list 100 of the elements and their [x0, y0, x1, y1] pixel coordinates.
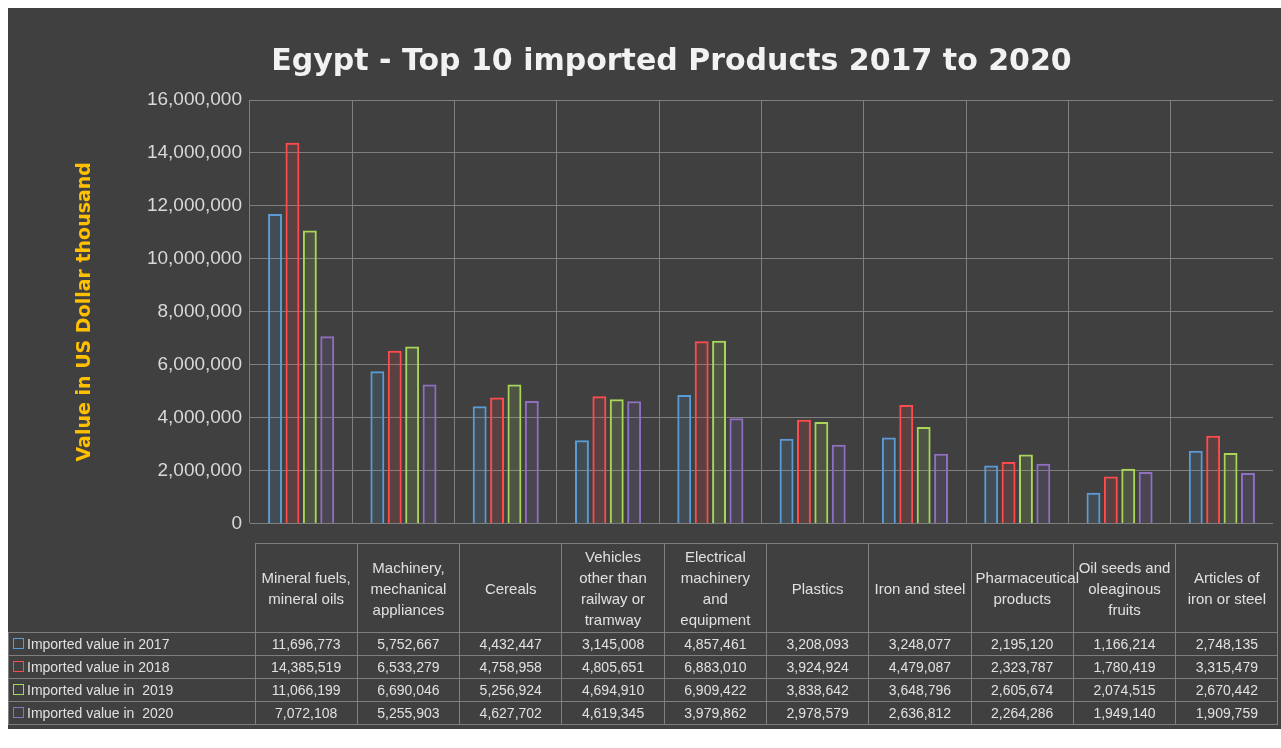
bar	[916, 427, 931, 524]
data-label: 3,208,093	[766, 632, 869, 656]
x-tick-label: Machinery, mechanical appliances	[357, 543, 460, 633]
data-label: 5,752,667	[357, 632, 460, 656]
data-label: 4,627,702	[459, 701, 562, 725]
data-label: 2,670,442	[1175, 678, 1278, 702]
bar	[268, 213, 283, 524]
bar	[797, 419, 811, 524]
y-tick-label: 0	[231, 511, 242, 533]
bar	[627, 401, 642, 524]
y-tick-label: 4,000,000	[157, 405, 242, 427]
data-label: 3,838,642	[766, 678, 869, 702]
bar	[472, 406, 487, 524]
data-label: 11,066,199	[255, 678, 358, 702]
bar	[387, 350, 402, 524]
bar	[370, 371, 385, 524]
x-tick-label: Cereals	[459, 543, 562, 633]
data-label: 7,072,108	[255, 701, 358, 725]
bar	[934, 453, 948, 524]
legend-label: Imported value in 2018	[27, 659, 170, 675]
data-label: 1,166,214	[1073, 632, 1176, 656]
y-tick-label: 14,000,000	[146, 141, 242, 163]
legend-label: Imported value in 2019	[27, 682, 174, 698]
legend-label: Imported value in 2020	[27, 705, 174, 721]
data-label: 3,248,077	[868, 632, 972, 656]
bar	[302, 230, 317, 524]
y-tick-label: 2,000,000	[157, 458, 242, 480]
y-tick-label: 8,000,000	[157, 300, 242, 322]
bar	[1206, 435, 1221, 524]
data-label: 5,255,903	[357, 701, 460, 725]
bar	[712, 340, 726, 524]
y-axis-title: Value in US Dollar thousand	[72, 162, 95, 462]
y-tick-label: 6,000,000	[157, 352, 242, 374]
bar	[1223, 452, 1238, 524]
data-label: 2,074,515	[1073, 678, 1176, 702]
data-label: 6,690,046	[357, 678, 460, 702]
data-label: 5,256,924	[459, 678, 562, 702]
data-label: 1,780,419	[1073, 655, 1176, 679]
y-tick-label: 12,000,000	[146, 194, 242, 216]
bar	[1001, 462, 1016, 524]
data-label: 2,264,286	[971, 701, 1074, 725]
bar	[524, 401, 539, 524]
data-label: 3,648,796	[868, 678, 972, 702]
bar	[1103, 476, 1118, 524]
x-tick-label: Pharmaceutical products	[974, 568, 1079, 609]
x-tick-label: Mineral fuels, mineral oils	[255, 543, 358, 633]
bar	[285, 142, 300, 524]
bar	[609, 399, 624, 524]
data-label: 4,805,651	[561, 655, 665, 679]
x-tick-label: Vehicles other than railway or tramway	[561, 543, 665, 633]
bar	[1121, 468, 1136, 524]
bar	[592, 396, 607, 524]
data-label: 6,909,422	[664, 678, 767, 702]
data-label: 14,385,519	[255, 655, 358, 679]
data-label: 3,315,479	[1175, 655, 1278, 679]
data-label: 2,636,812	[868, 701, 972, 725]
bar	[729, 418, 744, 524]
data-label: 3,979,862	[664, 701, 767, 725]
bar	[575, 440, 589, 524]
data-label: 4,857,461	[664, 632, 767, 656]
data-label: 1,949,140	[1073, 701, 1176, 725]
x-tick-label: Plastics	[766, 543, 869, 633]
x-tick-label: Iron and steel	[868, 543, 972, 633]
data-label: 2,195,120	[971, 632, 1074, 656]
data-label: 2,323,787	[971, 655, 1074, 679]
data-label: 3,145,008	[561, 632, 665, 656]
chart-title: Egypt - Top 10 imported Products 2017 to 2020	[271, 41, 1072, 77]
bar	[984, 465, 999, 524]
x-tick-label: Articles of iron or steel	[1175, 543, 1278, 633]
bar	[1018, 454, 1033, 524]
bar	[831, 444, 846, 524]
data-label: 6,533,279	[357, 655, 460, 679]
bar	[320, 336, 335, 524]
bar	[405, 346, 420, 524]
bar	[507, 384, 522, 524]
bar	[1036, 463, 1051, 524]
bar	[1138, 472, 1153, 524]
data-label: 6,883,010	[664, 655, 767, 679]
bar	[814, 421, 829, 524]
data-label: 4,479,087	[868, 655, 972, 679]
bar	[899, 405, 914, 524]
data-label: 2,748,135	[1175, 632, 1278, 656]
data-label: 4,758,958	[459, 655, 562, 679]
data-label: 1,909,759	[1175, 701, 1278, 725]
bar	[422, 384, 437, 524]
bar	[694, 341, 709, 524]
bar	[1240, 473, 1255, 524]
bar	[1086, 492, 1101, 524]
data-label: 4,432,447	[459, 632, 562, 656]
y-tick-label: 16,000,000	[146, 88, 242, 110]
data-label: 2,978,579	[766, 701, 869, 725]
bar	[779, 438, 794, 524]
bar	[881, 437, 896, 524]
bar	[490, 397, 505, 524]
data-label: 4,694,910	[561, 678, 665, 702]
legend-label: Imported value in 2017	[27, 636, 170, 652]
y-tick-label: 10,000,000	[146, 247, 242, 269]
data-label: 4,619,345	[561, 701, 665, 725]
bar	[677, 395, 692, 524]
bar	[1188, 450, 1203, 524]
